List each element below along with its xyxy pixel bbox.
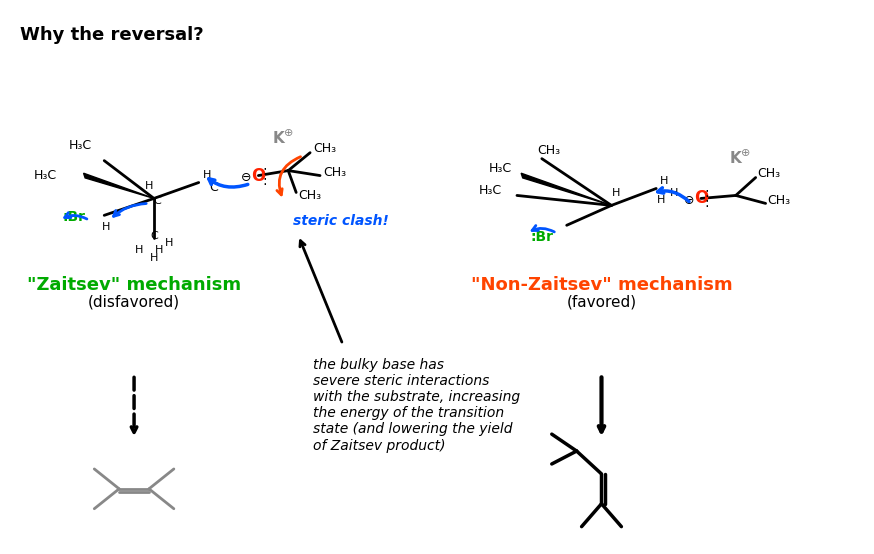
Text: :Br: :Br	[531, 230, 553, 244]
Text: H₃C: H₃C	[489, 162, 512, 175]
Text: H: H	[102, 222, 110, 232]
Polygon shape	[84, 173, 154, 198]
Text: CH₃: CH₃	[758, 167, 780, 180]
Text: H₃C: H₃C	[69, 139, 93, 152]
Text: H: H	[612, 188, 621, 198]
Text: O: O	[694, 189, 708, 207]
Text: steric clash!: steric clash!	[293, 214, 389, 228]
Text: ⊖: ⊖	[683, 194, 694, 207]
Text: (disfavored): (disfavored)	[88, 294, 180, 309]
Text: CH₃: CH₃	[767, 194, 791, 207]
Text: H: H	[660, 176, 669, 186]
Text: CH₃: CH₃	[537, 144, 560, 157]
Text: C: C	[150, 231, 158, 241]
Text: H: H	[155, 245, 163, 255]
Text: H₃C: H₃C	[479, 184, 502, 197]
Text: H₃C: H₃C	[33, 169, 57, 182]
Text: C: C	[209, 181, 218, 194]
Text: :: :	[262, 163, 267, 178]
Text: H: H	[145, 182, 153, 192]
Text: H: H	[135, 245, 143, 255]
Text: CH₃: CH₃	[323, 166, 346, 179]
Text: C: C	[153, 197, 161, 207]
Text: (favored): (favored)	[566, 294, 636, 309]
Text: CH₃: CH₃	[313, 142, 336, 155]
Polygon shape	[521, 173, 612, 206]
Text: :Br: :Br	[63, 211, 86, 224]
Text: H: H	[657, 196, 665, 206]
Text: H: H	[149, 253, 158, 263]
Text: "Non-Zaitsev" mechanism: "Non-Zaitsev" mechanism	[471, 276, 732, 294]
Text: K: K	[273, 131, 284, 146]
Text: ⊕: ⊕	[741, 148, 751, 158]
Text: CH₃: CH₃	[298, 189, 322, 202]
Text: :: :	[704, 197, 709, 211]
Text: :: :	[704, 187, 709, 201]
Text: H: H	[669, 188, 678, 198]
Text: ⊕: ⊕	[283, 128, 293, 138]
Text: H: H	[203, 170, 211, 179]
Text: the bulky base has
severe steric interactions
with the substrate, increasing
the: the bulky base has severe steric interac…	[313, 357, 520, 453]
Text: ⊖: ⊖	[241, 171, 252, 184]
Text: O: O	[251, 167, 266, 184]
Text: Why the reversal?: Why the reversal?	[20, 27, 204, 44]
Text: "Zaitsev" mechanism: "Zaitsev" mechanism	[27, 276, 241, 294]
Text: K: K	[730, 151, 742, 166]
Text: :: :	[262, 173, 267, 188]
Text: H: H	[164, 238, 173, 248]
